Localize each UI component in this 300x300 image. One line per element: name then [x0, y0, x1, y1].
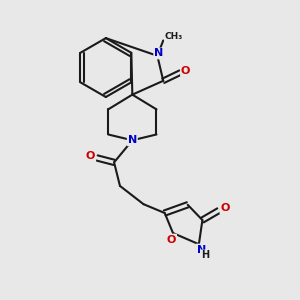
Text: H: H [201, 250, 209, 260]
Text: N: N [128, 135, 137, 145]
Text: O: O [167, 235, 176, 244]
Text: N: N [154, 48, 164, 59]
Text: O: O [220, 203, 230, 213]
Text: O: O [86, 152, 95, 161]
Text: O: O [181, 66, 190, 76]
Text: CH₃: CH₃ [165, 32, 183, 40]
Text: N: N [196, 244, 206, 254]
